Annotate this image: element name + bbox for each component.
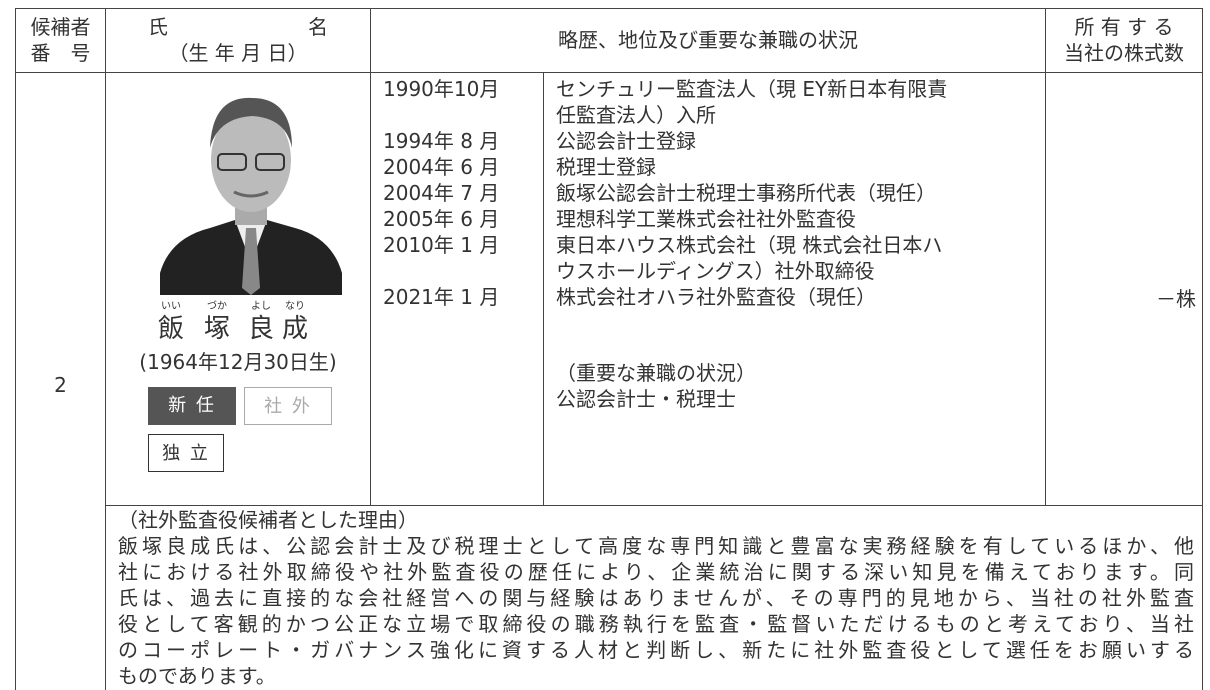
history-date: 2004年 6 月 — [383, 155, 500, 179]
border — [543, 72, 544, 505]
concurrent-title: （重要な兼職の状況） — [556, 361, 756, 385]
border — [370, 8, 371, 505]
name-kanji: 良 — [247, 314, 274, 344]
history-text: 株式会社オハラ社外監査役（現任） — [556, 285, 876, 309]
border — [15, 8, 1203, 9]
header-career: 略歴、地位及び重要な兼職の状況 — [558, 28, 858, 52]
history-text: 東日本ハウス株式会社（現 株式会社日本ハ — [556, 233, 943, 257]
border — [1202, 8, 1203, 690]
reason-text: 役として客観的かつ公正な立場で取締役の職務執行を監査・監督いただけるものと考えて… — [118, 612, 1194, 636]
name-ruby: なり — [285, 301, 305, 312]
reason-text: 社における社外取締役や社外監査役の歴任により、企業統治に関する深い知見を備えてお… — [118, 560, 1194, 584]
name-kanji: 成 — [281, 314, 308, 344]
border — [105, 505, 1203, 506]
history-text: ウスホールディングス）社外取締役 — [556, 259, 875, 283]
candidate-number: 2 — [54, 373, 67, 397]
history-text: センチュリー監査法人（現 EY新日本有限責 — [556, 77, 948, 101]
history-text: 任監査法人）入所 — [556, 103, 716, 127]
reason-text: 飯塚良成氏は、公認会計士及び税理士として高度な専門知識と豊富な実務経験を有してい… — [118, 534, 1194, 558]
border — [1045, 8, 1046, 505]
name-kanji: 塚 — [203, 314, 230, 344]
reason-text: のコーポレート・ガバナンス強化に資する人材と判断し、新たに社外監査役として選任を… — [118, 638, 1194, 662]
header-name: 氏 名 （生 年 月 日） — [106, 14, 370, 66]
header-shares: 所 有 す る 当社の株式数 — [1046, 14, 1202, 66]
history-date: 2010年 1 月 — [383, 233, 500, 257]
history-date: 2004年 7 月 — [383, 181, 500, 205]
history-text: 税理士登録 — [556, 155, 656, 179]
name-ruby: いい — [161, 301, 181, 312]
name-kanji: 飯 — [157, 314, 184, 344]
border — [15, 72, 1203, 73]
badge: 社 外 — [244, 387, 332, 425]
reason-title: （社外監査役候補者とした理由） — [118, 508, 418, 532]
history-date: 1994年 8 月 — [383, 129, 500, 153]
header-text: 当社の株式数 — [1064, 41, 1184, 65]
reason-text: ものであります。 — [118, 664, 276, 688]
shares: －株 — [1156, 287, 1196, 311]
history-text: 公認会計士登録 — [556, 129, 696, 153]
candidate-birth: (1964年12月30日生) — [139, 350, 337, 374]
history-date: 2005年 6 月 — [383, 207, 500, 231]
name-ruby: づか — [207, 301, 227, 312]
candidate-photo — [160, 97, 342, 295]
header-text: 候補者 — [30, 15, 91, 39]
history-date: 2021年 1 月 — [383, 285, 500, 309]
name-ruby: よし — [251, 301, 271, 312]
history-text: 理想科学工業株式会社社外監査役 — [556, 207, 856, 231]
badge: 独 立 — [148, 434, 224, 472]
history-text: 飯塚公認会計士税理士事務所代表（現任） — [556, 181, 936, 205]
reason-text: 氏は、過去に直接的な会社経営への関与経験はありませんが、その専門的見地から、当社… — [118, 586, 1194, 610]
border — [105, 8, 106, 690]
badge: 新 任 — [148, 387, 236, 425]
border — [15, 8, 16, 690]
header-text: 氏 名 — [148, 15, 328, 39]
header-text: 番 号 — [30, 41, 91, 65]
history-date: 1990年10月 — [383, 77, 500, 101]
header-number: 候補者 番 号 — [16, 14, 105, 66]
concurrent-text: 公認会計士・税理士 — [556, 387, 736, 411]
header-text: 所 有 す る — [1074, 15, 1174, 39]
header-text: （生 年 月 日） — [168, 41, 308, 65]
